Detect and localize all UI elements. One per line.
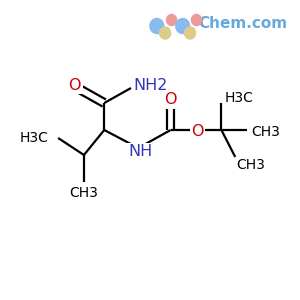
Text: O: O bbox=[191, 124, 204, 140]
Text: CH3: CH3 bbox=[251, 125, 280, 139]
Circle shape bbox=[150, 19, 164, 34]
Text: CH3: CH3 bbox=[70, 186, 98, 200]
Text: H3C: H3C bbox=[224, 91, 253, 105]
Text: CH3: CH3 bbox=[236, 158, 265, 172]
Text: NH2: NH2 bbox=[134, 77, 168, 92]
Text: O: O bbox=[68, 77, 81, 92]
Circle shape bbox=[167, 14, 177, 26]
Text: NH: NH bbox=[128, 145, 152, 160]
Circle shape bbox=[184, 27, 196, 39]
Text: H3C: H3C bbox=[20, 131, 49, 145]
Circle shape bbox=[191, 14, 202, 26]
Circle shape bbox=[176, 19, 190, 34]
Text: O: O bbox=[164, 92, 177, 107]
Text: Chem.com: Chem.com bbox=[198, 16, 287, 31]
Circle shape bbox=[160, 27, 171, 39]
